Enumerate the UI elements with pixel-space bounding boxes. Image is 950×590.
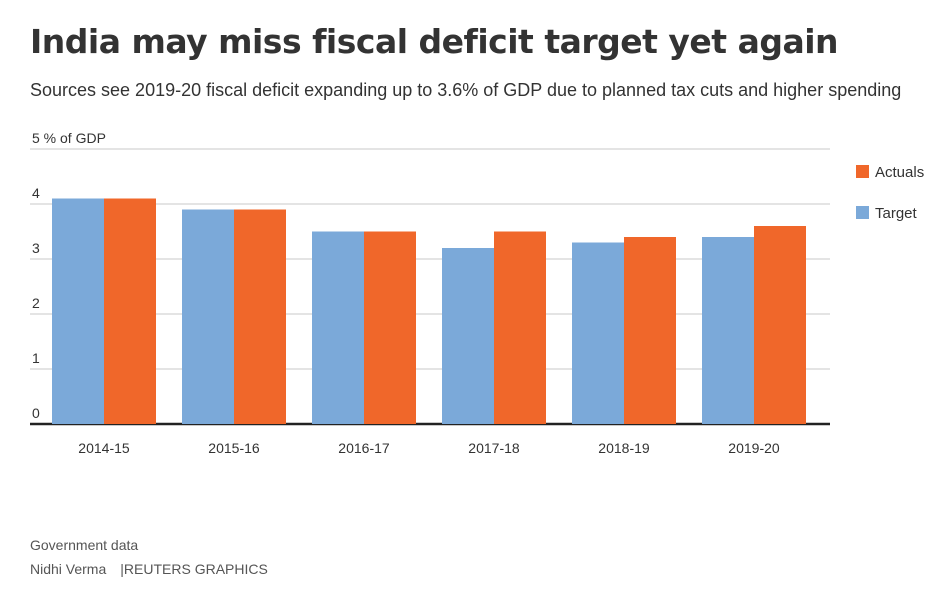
bar-actuals-2014-15 xyxy=(104,198,156,424)
x-tick-label: 2014-15 xyxy=(78,440,130,456)
legend-swatch-actuals xyxy=(856,165,869,178)
y-tick-label: 3 xyxy=(32,240,40,256)
bars xyxy=(52,198,806,424)
chart-subtitle: Sources see 2019-20 fiscal deficit expan… xyxy=(30,80,902,100)
legend-swatch-target xyxy=(856,206,869,219)
y-tick-label: 2 xyxy=(32,295,40,311)
y-tick-label: 4 xyxy=(32,185,40,201)
x-tick-label: 2017-18 xyxy=(468,440,520,456)
legend-label-actuals: Actuals xyxy=(875,164,924,181)
publisher-name: REUTERS GRAPHICS xyxy=(123,561,268,577)
bar-actuals-2019-20 xyxy=(754,226,806,424)
source-note: Government data xyxy=(30,537,139,553)
y-tick-label: 5 % of GDP xyxy=(32,130,106,146)
legend: Actuals Target xyxy=(856,164,924,222)
x-axis-ticks: 2014-15 2015-16 2016-17 2017-18 2018-19 2019-… xyxy=(78,440,780,456)
credit-line: Nidhi Verma |REUTERS GRAPHICS xyxy=(30,561,268,577)
author-name: Nidhi Verma xyxy=(30,561,107,577)
y-tick-label: 1 xyxy=(32,350,40,366)
x-tick-label: 2015-16 xyxy=(208,440,260,456)
bar-target-2016-17 xyxy=(312,231,364,424)
bar-actuals-2015-16 xyxy=(234,209,286,424)
x-tick-label: 2018-19 xyxy=(598,440,650,456)
bar-target-2017-18 xyxy=(442,248,494,424)
bar-target-2019-20 xyxy=(702,237,754,424)
x-tick-label: 2016-17 xyxy=(338,440,390,456)
bar-actuals-2017-18 xyxy=(494,231,546,424)
bar-target-2015-16 xyxy=(182,209,234,424)
legend-label-target: Target xyxy=(875,205,918,222)
bar-target-2018-19 xyxy=(572,242,624,424)
bar-actuals-2018-19 xyxy=(624,237,676,424)
y-tick-label: 0 xyxy=(32,405,40,421)
credit-separator: | xyxy=(120,561,124,577)
y-axis-ticks: 0 1 2 3 4 5 % of GDP xyxy=(32,130,106,421)
x-tick-label: 2019-20 xyxy=(728,440,780,456)
bar-target-2014-15 xyxy=(52,198,104,424)
bar-actuals-2016-17 xyxy=(364,231,416,424)
gridlines xyxy=(30,148,830,426)
chart-title: India may miss fiscal deficit target yet… xyxy=(30,22,839,61)
